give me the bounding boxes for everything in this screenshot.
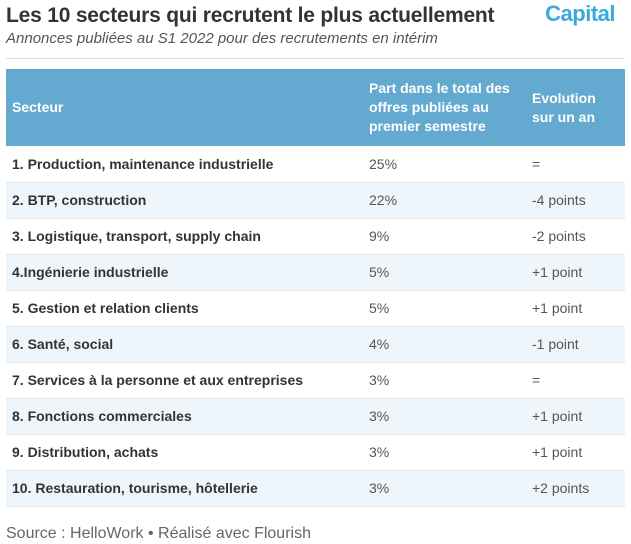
- sectors-table: Secteur Part dans le total des offres pu…: [6, 69, 625, 507]
- header: Les 10 secteurs qui recrutent le plus ac…: [6, 1, 625, 62]
- evolution-cell: +2 points: [526, 470, 625, 507]
- table-row: 6. Santé, social 4% -1 point: [6, 326, 625, 363]
- header-divider: [6, 58, 625, 59]
- table-row: 1. Production, maintenance industrielle …: [6, 146, 625, 183]
- sector-cell: 7. Services à la personne et aux entrepr…: [6, 362, 363, 399]
- share-cell: 3%: [363, 398, 526, 435]
- table-row: 7. Services à la personne et aux entrepr…: [6, 362, 625, 399]
- page-title: Les 10 secteurs qui recrutent le plus ac…: [6, 4, 495, 27]
- page-subtitle: Annonces publiées au S1 2022 pour des re…: [6, 30, 438, 47]
- share-cell: 25%: [363, 146, 526, 183]
- share-cell: 3%: [363, 362, 526, 399]
- share-cell: 9%: [363, 218, 526, 255]
- evolution-cell: +1 point: [526, 398, 625, 435]
- sector-cell: 5. Gestion et relation clients: [6, 290, 363, 327]
- share-cell: 5%: [363, 254, 526, 291]
- table-row: 9. Distribution, achats 3% +1 point: [6, 434, 625, 471]
- table-row: 2. BTP, construction 22% -4 points: [6, 182, 625, 219]
- source-footer: Source : HelloWork • Réalisé avec Flouri…: [6, 525, 311, 542]
- table-row: 4.Ingénierie industrielle 5% +1 point: [6, 254, 625, 291]
- evolution-cell: -2 points: [526, 218, 625, 255]
- table-row: 10. Restauration, tourisme, hôtellerie 3…: [6, 470, 625, 507]
- evolution-cell: =: [526, 362, 625, 399]
- table-row: 3. Logistique, transport, supply chain 9…: [6, 218, 625, 255]
- table-row: 5. Gestion et relation clients 5% +1 poi…: [6, 290, 625, 327]
- evolution-cell: -1 point: [526, 326, 625, 363]
- sector-cell: 2. BTP, construction: [6, 182, 363, 219]
- sector-cell: 1. Production, maintenance industrielle: [6, 146, 363, 183]
- evolution-cell: =: [526, 146, 625, 183]
- sector-cell: 6. Santé, social: [6, 326, 363, 363]
- evolution-cell: +1 point: [526, 254, 625, 291]
- table-header-row: Secteur Part dans le total des offres pu…: [6, 69, 625, 146]
- table-row: 8. Fonctions commerciales 3% +1 point: [6, 398, 625, 435]
- sector-cell: 8. Fonctions commerciales: [6, 398, 363, 435]
- column-header-evolution[interactable]: Evolution sur un an: [532, 89, 596, 125]
- sector-cell: 4.Ingénierie industrielle: [6, 254, 363, 291]
- share-cell: 22%: [363, 182, 526, 219]
- share-cell: 3%: [363, 470, 526, 507]
- share-cell: 3%: [363, 434, 526, 471]
- evolution-cell: +1 point: [526, 290, 625, 327]
- column-header-share[interactable]: Part dans le total des offres publiées a…: [369, 80, 510, 134]
- capital-logo[interactable]: Capital: [545, 1, 615, 26]
- share-cell: 4%: [363, 326, 526, 363]
- sector-cell: 10. Restauration, tourisme, hôtellerie: [6, 470, 363, 507]
- sector-cell: 3. Logistique, transport, supply chain: [6, 218, 363, 255]
- sector-cell: 9. Distribution, achats: [6, 434, 363, 471]
- evolution-cell: -4 points: [526, 182, 625, 219]
- share-cell: 5%: [363, 290, 526, 327]
- column-header-sector[interactable]: Secteur: [12, 99, 64, 115]
- evolution-cell: +1 point: [526, 434, 625, 471]
